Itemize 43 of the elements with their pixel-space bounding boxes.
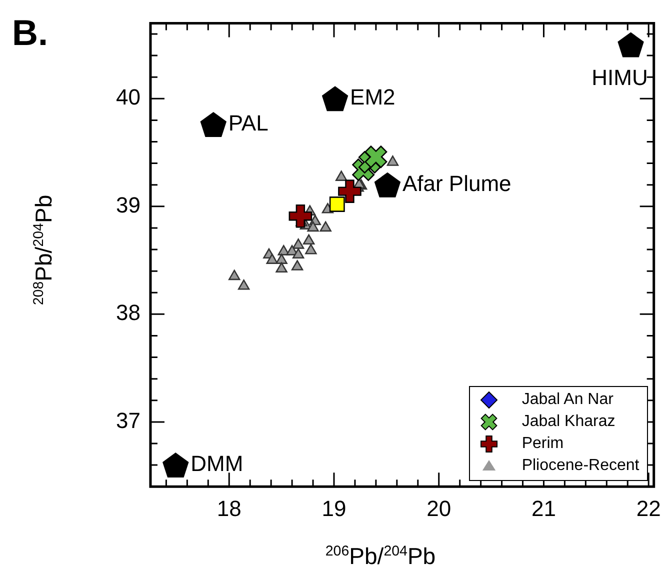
point [292,248,304,259]
x-axis-title: $^{206}$Pb/$^{204}$Pb [324,543,437,570]
y-tick-label: 38 [116,300,140,326]
annotation: DMM [190,451,244,476]
point [618,32,644,58]
legend-label: Pliocene-Recent [522,456,640,475]
x-tick-label: 20 [426,496,452,521]
x-tick-label: 18 [216,496,242,521]
point [286,245,298,256]
legend-label: Jabal Kharaz [522,412,616,431]
point [338,180,362,203]
legend-label: Jabal An Nar [522,390,614,409]
y-tick-label: 37 [116,408,140,433]
point [374,172,400,198]
y-tick-label: 39 [116,192,140,218]
point [329,196,345,212]
point [322,86,348,112]
point [276,262,288,273]
x-tick-label: 19 [322,496,346,521]
annotation: HIMU [592,64,648,90]
legend-label: Perim [522,434,564,453]
annotation: PAL [228,110,268,136]
x-tick-label: 21 [531,496,556,521]
point [288,204,312,228]
annotation: Afar Plume [402,170,512,196]
point [291,260,304,270]
point [335,170,348,181]
chart-title: B. [12,12,48,54]
point [292,238,304,249]
annotation: EM2 [350,84,396,110]
point [364,146,388,168]
x-tick-label: 22 [636,496,661,521]
point [200,112,226,137]
point [228,270,240,280]
point [276,254,288,264]
point [320,221,332,232]
point [307,221,319,232]
point [238,280,250,290]
point [266,254,278,264]
point [305,244,317,254]
y-tick-label: 40 [116,84,140,110]
point [302,234,315,245]
point [386,156,399,166]
